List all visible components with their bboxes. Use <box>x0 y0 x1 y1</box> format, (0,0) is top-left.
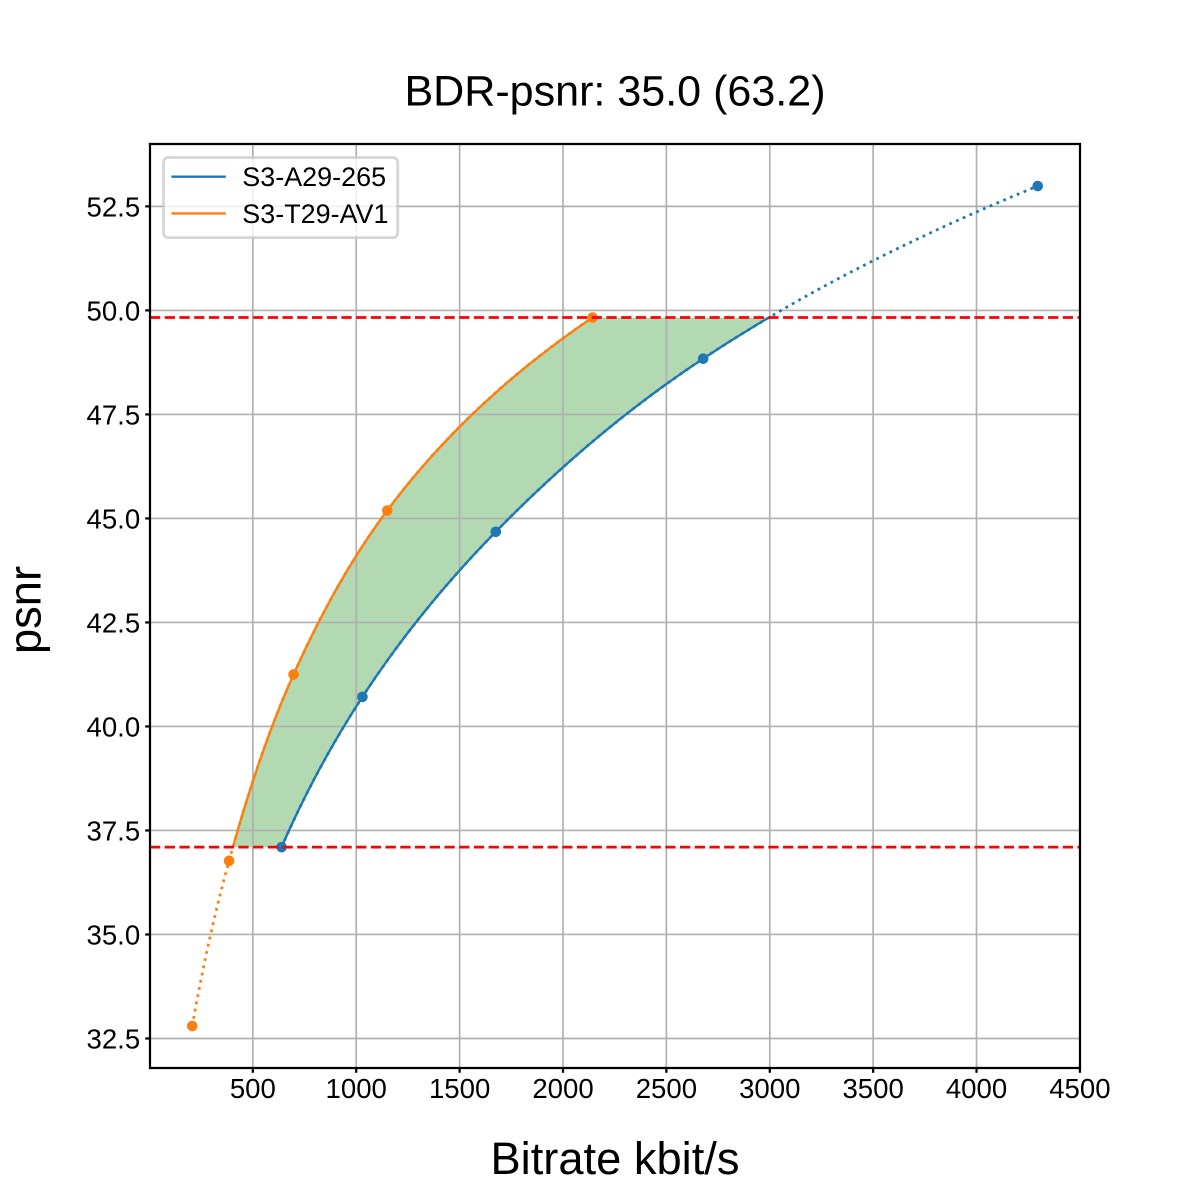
svg-text:3000: 3000 <box>739 1073 800 1104</box>
svg-text:Bitrate kbit/s: Bitrate kbit/s <box>490 1133 739 1184</box>
svg-text:4500: 4500 <box>1049 1073 1110 1104</box>
svg-text:1000: 1000 <box>326 1073 387 1104</box>
svg-text:BDR-psnr: 35.0 (63.2): BDR-psnr: 35.0 (63.2) <box>404 67 825 115</box>
svg-text:2500: 2500 <box>636 1073 697 1104</box>
svg-text:1500: 1500 <box>429 1073 490 1104</box>
svg-text:S3-A29-265: S3-A29-265 <box>242 162 386 192</box>
svg-text:3500: 3500 <box>842 1073 903 1104</box>
svg-text:52.5: 52.5 <box>87 191 141 222</box>
svg-text:4000: 4000 <box>946 1073 1007 1104</box>
svg-text:2000: 2000 <box>532 1073 593 1104</box>
svg-text:500: 500 <box>230 1073 276 1104</box>
svg-text:47.5: 47.5 <box>87 399 141 430</box>
svg-text:37.5: 37.5 <box>87 815 141 846</box>
svg-text:psnr: psnr <box>0 566 51 654</box>
svg-text:45.0: 45.0 <box>87 503 141 534</box>
svg-text:35.0: 35.0 <box>87 919 141 950</box>
svg-text:S3-T29-AV1: S3-T29-AV1 <box>242 199 388 229</box>
svg-text:50.0: 50.0 <box>87 295 141 326</box>
svg-text:32.5: 32.5 <box>87 1023 141 1054</box>
svg-text:40.0: 40.0 <box>87 711 141 742</box>
svg-text:42.5: 42.5 <box>87 607 141 638</box>
